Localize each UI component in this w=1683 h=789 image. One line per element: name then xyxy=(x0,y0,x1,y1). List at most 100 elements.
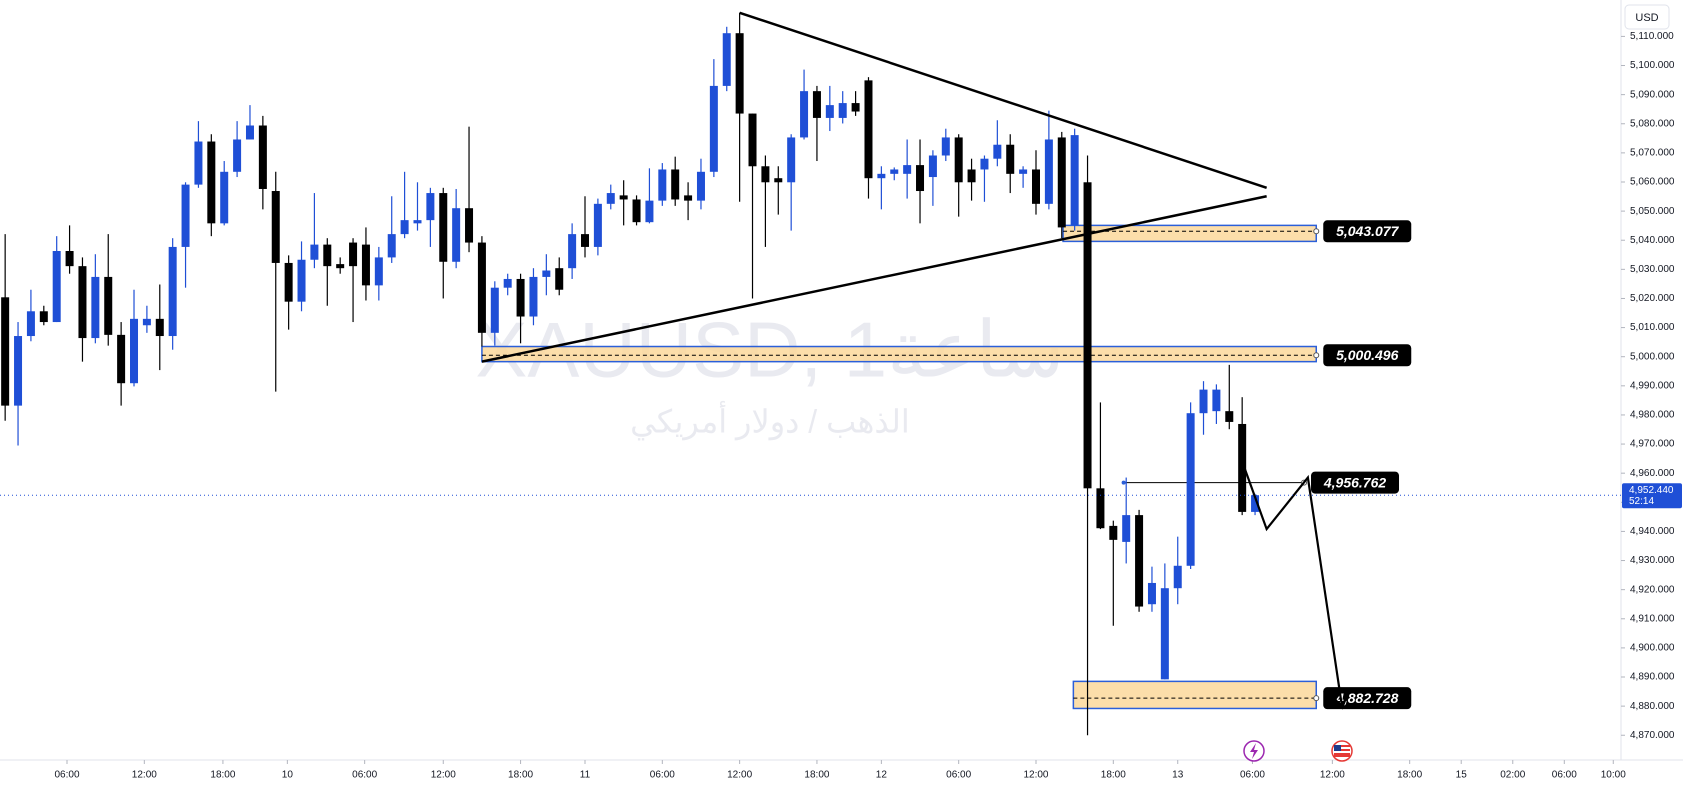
y-tick-label: 4,970.000 xyxy=(1630,439,1675,450)
trend-line xyxy=(481,195,1267,363)
candle-body xyxy=(761,166,770,183)
candle-body xyxy=(658,169,667,201)
y-tick-label: 4,920.000 xyxy=(1630,584,1675,595)
candle-body xyxy=(581,234,590,247)
candle-body xyxy=(1160,588,1169,680)
candle-body xyxy=(1251,495,1260,512)
candle-body xyxy=(1173,565,1182,589)
candle-body xyxy=(104,276,113,335)
level-label: 4,956.762 xyxy=(1323,474,1386,490)
candle-body xyxy=(271,191,280,263)
candle-body xyxy=(91,276,100,339)
candle-body xyxy=(787,137,796,183)
candle-body xyxy=(503,278,512,288)
candle-body xyxy=(1044,139,1053,204)
level-handle xyxy=(1313,695,1320,702)
currency-label[interactable]: USD xyxy=(1635,12,1658,24)
currency-button[interactable] xyxy=(1624,4,1670,30)
plot-layer: 4,870.000 4,880.000 4,890.000 4,900.000 4,91… xyxy=(0,11,1682,781)
candle-body xyxy=(916,165,925,192)
x-tick-label: 15 xyxy=(1456,770,1468,781)
x-tick-label: 12:00 xyxy=(1023,770,1048,781)
x-tick-label: 06:00 xyxy=(650,770,675,781)
y-tick-label: 5,110.000 xyxy=(1630,31,1674,42)
y-tick-label: 4,990.000 xyxy=(1630,380,1675,391)
x-tick-label: 12:00 xyxy=(1320,770,1345,781)
candle-body xyxy=(465,208,474,243)
candle-body xyxy=(980,158,989,170)
candle-body xyxy=(361,244,370,286)
x-tick-label: 11 xyxy=(580,770,591,781)
candle-body xyxy=(568,234,577,269)
zone xyxy=(481,345,1318,363)
candle-body xyxy=(606,193,615,204)
lightning xyxy=(1250,743,1258,759)
y-tick-label: 4,980.000 xyxy=(1630,410,1675,421)
y-tick-label: 5,060.000 xyxy=(1630,177,1675,188)
level-label: 5,000.496 xyxy=(1336,347,1398,363)
x-tick-label: 12:00 xyxy=(727,770,752,781)
x-tick-label: 10 xyxy=(282,770,294,781)
candle-body xyxy=(310,244,319,260)
level-label: 4,882.728 xyxy=(1335,690,1398,706)
countdown-label: 52:14 xyxy=(1629,496,1654,507)
candle-body xyxy=(774,178,783,183)
candle-body xyxy=(812,91,821,118)
x-tick-label: 02:00 xyxy=(1500,770,1525,781)
candle-body xyxy=(220,171,229,224)
candle-body xyxy=(297,259,306,302)
flag-stripe xyxy=(1334,747,1350,749)
candle-body xyxy=(684,195,693,201)
candle-body xyxy=(903,165,912,174)
candle-body xyxy=(1135,515,1144,607)
x-tick-label: 06:00 xyxy=(1240,770,1265,781)
candle-body xyxy=(452,208,461,262)
y-tick-label: 5,090.000 xyxy=(1630,89,1675,100)
candle-body xyxy=(155,318,164,337)
last-price-box xyxy=(1622,483,1682,509)
candle-body xyxy=(439,193,448,262)
candle-body xyxy=(941,137,950,156)
candle-body xyxy=(1019,169,1028,174)
event-icon[interactable] xyxy=(1243,740,1265,762)
candle-body xyxy=(194,141,203,185)
candle-body xyxy=(722,33,731,86)
x-tick-label: 18:00 xyxy=(508,770,533,781)
candle-body xyxy=(130,318,139,384)
y-tick-label: 5,010.000 xyxy=(1630,322,1675,333)
candle-body xyxy=(864,80,873,179)
x-tick-label: 18:00 xyxy=(210,770,235,781)
zone xyxy=(1072,680,1318,710)
x-tick-label: 13 xyxy=(1172,770,1184,781)
candle-body xyxy=(619,195,628,200)
candle-body xyxy=(181,184,190,247)
last-price-label: 4,952.440 xyxy=(1629,485,1674,496)
candle-body xyxy=(632,199,641,223)
candle-body xyxy=(735,33,744,114)
x-tick-label: 06:00 xyxy=(54,770,79,781)
y-tick-label: 5,050.000 xyxy=(1630,206,1675,217)
candle-body xyxy=(26,311,35,337)
candle-body xyxy=(851,103,860,112)
candle-body xyxy=(1096,488,1105,529)
candle-body xyxy=(1186,413,1195,566)
x-tick-label: 12 xyxy=(876,770,888,781)
y-tick-label: 5,070.000 xyxy=(1630,148,1675,159)
flag-stripe xyxy=(1334,751,1350,753)
y-tick-label: 4,930.000 xyxy=(1630,555,1675,566)
us-flag-icon[interactable] xyxy=(1331,740,1353,762)
candle-body xyxy=(800,91,809,138)
level-handle xyxy=(1313,352,1320,359)
level-anchor xyxy=(1121,480,1126,485)
candle-body xyxy=(413,220,422,224)
x-tick-label: 18:00 xyxy=(1397,770,1422,781)
candle-body xyxy=(954,137,963,183)
candle-body xyxy=(993,144,1002,159)
x-tick-label: 06:00 xyxy=(946,770,971,781)
candle-body xyxy=(78,266,87,339)
level-label-box xyxy=(1323,344,1412,367)
candle-body xyxy=(284,262,293,302)
candle-body xyxy=(65,251,74,267)
candle-body xyxy=(645,200,654,223)
